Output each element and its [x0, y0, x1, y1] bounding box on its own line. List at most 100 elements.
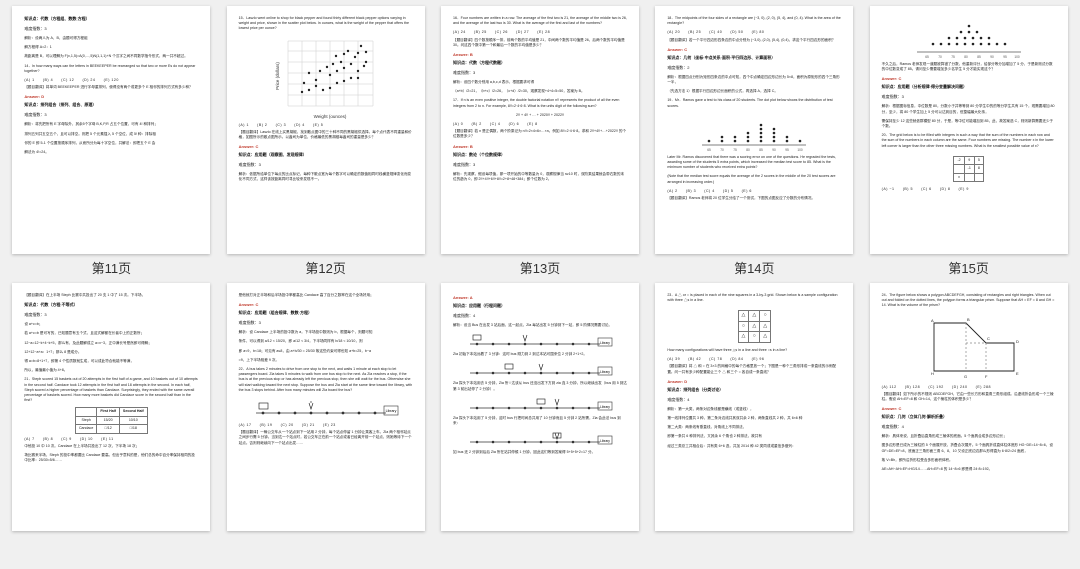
p17-q22: 22．A bus takes 2 minutes to drive from o… [239, 367, 413, 393]
p11-q14-choices: (A) 1 (B) 4 (C) 12 (D) 24 (E) 120 [24, 78, 198, 83]
p15-text1: 不久之后，Ramos 老师发现一道题被算错了分数，他重新评分，给部分等分加增加了… [882, 62, 1056, 72]
page-15[interactable]: 657075 808590 95100 不久之后，Ramos 老师发现一道题被算… [870, 6, 1068, 254]
stem-plot: 657075 808590 95100 [882, 18, 1056, 60]
p15-ans: Answer: C [882, 76, 1056, 82]
page-12-label: 第12页 [305, 258, 345, 277]
page-16[interactable]: 【题目翻译】在上半场 Steph 比赛中共投出了 20 支 1 中了 15 次。… [12, 283, 210, 531]
page-18[interactable]: Answer: A 知识点：应用题（行程问题） 难度指数：4 解析：设当 Bus… [441, 283, 639, 531]
p11-sol2: 故距离是 B，可以理解为 F(x,1,5)=A(0,…,5)N(1,1,1)+N… [24, 54, 198, 59]
page-17[interactable]: 是他就打对正半场和后半场投中率都高比 Candace 高了百分之数率在这个全场好… [227, 283, 425, 531]
r0c1: 15/20 [97, 416, 120, 424]
diagram-d1: Library [453, 332, 627, 350]
page-19[interactable]: 23．A △ or ○ is placed in each of the nin… [655, 283, 853, 531]
p19-q23c: (A) 39 (B) 42 (C) 78 (D) 84 (E) 96 [667, 357, 841, 362]
svg-text:90: 90 [990, 55, 994, 59]
basket-table: First HalfSecond Half Steph15/2010/10 Ca… [75, 407, 148, 433]
p14-q19b: Later Mr. Ramos discovered that there wa… [667, 155, 841, 171]
p11-q14expl: 【题目翻译】将单词 BEEKEEPER 进行字母重排列，使得没有两个或更多个 E… [24, 85, 198, 90]
page-12[interactable]: 15．Laszlo went online to shop for black … [227, 6, 425, 254]
p13-ans1: Answer: B [453, 52, 627, 58]
p13-sol1: 解析：设四个数分别用 a,b,c,d 表示，根据要求可得 [453, 80, 627, 85]
p15-sol1: 解析：根据图标信息，中位数是 80，分数小于并等等到 80 分学生中的的等分学生… [882, 104, 1056, 114]
p14-ans: Answer: C [667, 47, 841, 53]
g1: △ [749, 311, 760, 322]
p17-pre1: 是他就打对正半场和后半场投中率都高比 Candace 高了百分之数率在这个全场好… [239, 293, 413, 298]
cell-10 [954, 165, 964, 173]
p18-sol1: 解析：设当 Bus 在出发 3 站后面，这一起点，Zia 每站出发 5 分钟到下… [453, 323, 627, 328]
p20-sol4: AE=AH−AH=EF=HG/14……AH=EF=8 的 14−8=6 即是得 … [882, 467, 1056, 472]
svg-text:80: 80 [964, 55, 968, 59]
svg-text:B: B [967, 317, 970, 322]
p13-q16expl: 【题目翻译】四个数按顺序一排，前两个数的平均值是 21，中间两个数的平均值是 2… [453, 38, 627, 48]
p14-diff: 难度指数：2 [667, 65, 841, 71]
p15-q20: 20．The grid below is to be filled with i… [882, 133, 1056, 149]
p18-line1: Zia 初始下本站远着了 3 分钟：这时 bus 刚力到 2 到达本站可国来位 … [453, 352, 627, 357]
p15-diff: 难度指数：3 [882, 94, 1056, 100]
svg-text:65: 65 [708, 148, 712, 152]
page-20[interactable]: 24．The figure below shows a polygon ABCD… [870, 283, 1068, 531]
library-label: Library [385, 409, 396, 413]
p18-line2: Zia 探头下本站用去 5 分钟，Zia 所 I 达该从 bus 还没出发下方到… [453, 381, 627, 391]
page-wrap-16: 【题目翻译】在上半场 Steph 比赛中共投出了 20 支 1 中了 15 次。… [12, 283, 210, 531]
svg-text:85: 85 [760, 148, 764, 152]
page-wrap-18: Answer: A 知识点：应用题（行程问题） 难度指数：4 解析：设当 Bus… [441, 283, 639, 531]
p19-sol5: 经过三类总工共相合后：共有类 6+6 选，共加 2014 种 42 类同或或重信… [667, 444, 841, 449]
cell-12: 8 [974, 165, 983, 173]
cell-20: x [954, 173, 964, 181]
th2: Second Half [119, 408, 147, 416]
g2: ○ [760, 311, 771, 322]
page-14[interactable]: 18．The midpoints of the four sides of a … [655, 6, 853, 254]
page-wrap-14: 18．The midpoints of the four sides of a … [655, 6, 853, 277]
svg-text:G: G [964, 374, 967, 379]
p13-sol3: 解析：先观察，假设每项值，那一项开始的中等数量为 0，观察规律当 n≥10 时，… [453, 172, 627, 182]
page-11[interactable]: 知识点：代数（方程组、数数·方程） 难度指数：3 解析：设两人为 A、B，由题可… [12, 6, 210, 254]
p19-tag: 知识点：排列组合（分类讨论） [667, 387, 723, 392]
svg-text:85: 85 [977, 55, 981, 59]
scatter-xlabel: Weight (ounces) [314, 114, 347, 119]
p17-tag: 知识点：应用题（组合规律、数数·方程） [239, 310, 312, 315]
d4-lib: Library [600, 439, 610, 443]
p18-tag: 知识点：应用题（行程问题） [453, 303, 505, 308]
p16-pre2: 中他投 10 中 10 次。Candace 在上半场共投出了 12 次，下半场 … [24, 444, 198, 449]
p14-q19note: (Note that the median test score equals … [667, 174, 841, 184]
th0 [75, 408, 96, 416]
p11-tag2: 知识点：排列组合（排列、组合、原理） [24, 102, 96, 107]
g7: ○ [749, 332, 760, 343]
page-wrap-17: 是他就打对正半场和后半场投中率都高比 Candace 高了百分之数率在这个全场好… [227, 283, 425, 531]
g5: △ [760, 321, 771, 332]
p13-ans2: Answer: B [453, 144, 627, 150]
p14-q18: 18．The midpoints of the four sides of a … [667, 16, 841, 26]
p16-q21: 21．Steph scored 15 baskets out of 20 att… [24, 377, 198, 403]
p17-pre2d: =9，上下半场相差 9 次。 [239, 358, 413, 363]
page-wrap-20: 24．The figure below shows a polygon ABCD… [870, 283, 1068, 531]
bus-timeline: Library [239, 397, 413, 421]
p18-line4: 如 bus 还 2 分钟到后后 Zia 所在站并停候 1 分钟，因此这们等到答案… [453, 450, 627, 455]
svg-text:100: 100 [1014, 55, 1020, 59]
p15-tag: 知识点：应用题（分析规律·得分变量解决问题） [882, 84, 967, 89]
g3: ○ [738, 321, 749, 332]
page-wrap-19: 23．A △ or ○ is placed in each of the nin… [655, 283, 853, 531]
p11-q14: 14．In how many ways can the letters in B… [24, 64, 198, 74]
p11-sol3d: 解法为 4!=24。 [24, 150, 198, 155]
p12-answer: Answer: C [239, 144, 413, 150]
p14-q19: 19．Mr．Ramos gave a test to his class of … [667, 98, 841, 108]
polygon-diagram: ABC DEF GH [882, 313, 1056, 383]
p14-q18expl: 【题目翻译】若一个平行四边形四条边的中点分别为 (−3,0), (2,0), (… [667, 38, 841, 43]
p19-sol4: 即第一条共 6 种排列法，又其余 6 个角也 2 种排法，故共有 [667, 434, 841, 439]
page-wrap-15: 657075 808590 95100 不久之后，Ramos 老师发现一道题被算… [870, 6, 1068, 277]
page-13[interactable]: 16．Four numbers are written in a row. Th… [441, 6, 639, 254]
p16-b0: 设 a+c=b； [24, 322, 198, 327]
p12-q15expl: 【题目翻译】Laszlo 在线上买黑胡椒，找到散点图中的三十种不同的黑胡椒供选择… [239, 130, 413, 140]
svg-text:80: 80 [747, 148, 751, 152]
p19-q23b: How many configurations will have three … [667, 348, 841, 353]
cell-22 [974, 173, 983, 181]
svg-text:E: E [1016, 371, 1019, 376]
p12-q15: 15．Laszlo went online to shop for black … [239, 16, 413, 32]
page-15-label: 第15页 [948, 258, 988, 277]
page11-topic: 知识点：代数（方程组、数数·方程） [24, 16, 89, 21]
cell-02: 5 [974, 156, 983, 164]
svg-text:100: 100 [798, 148, 804, 152]
r1c0: Candace [75, 425, 96, 433]
cell-01: 9 [964, 156, 974, 164]
p16-b5: 所以，最值最小值为 4+8。 [24, 368, 198, 373]
